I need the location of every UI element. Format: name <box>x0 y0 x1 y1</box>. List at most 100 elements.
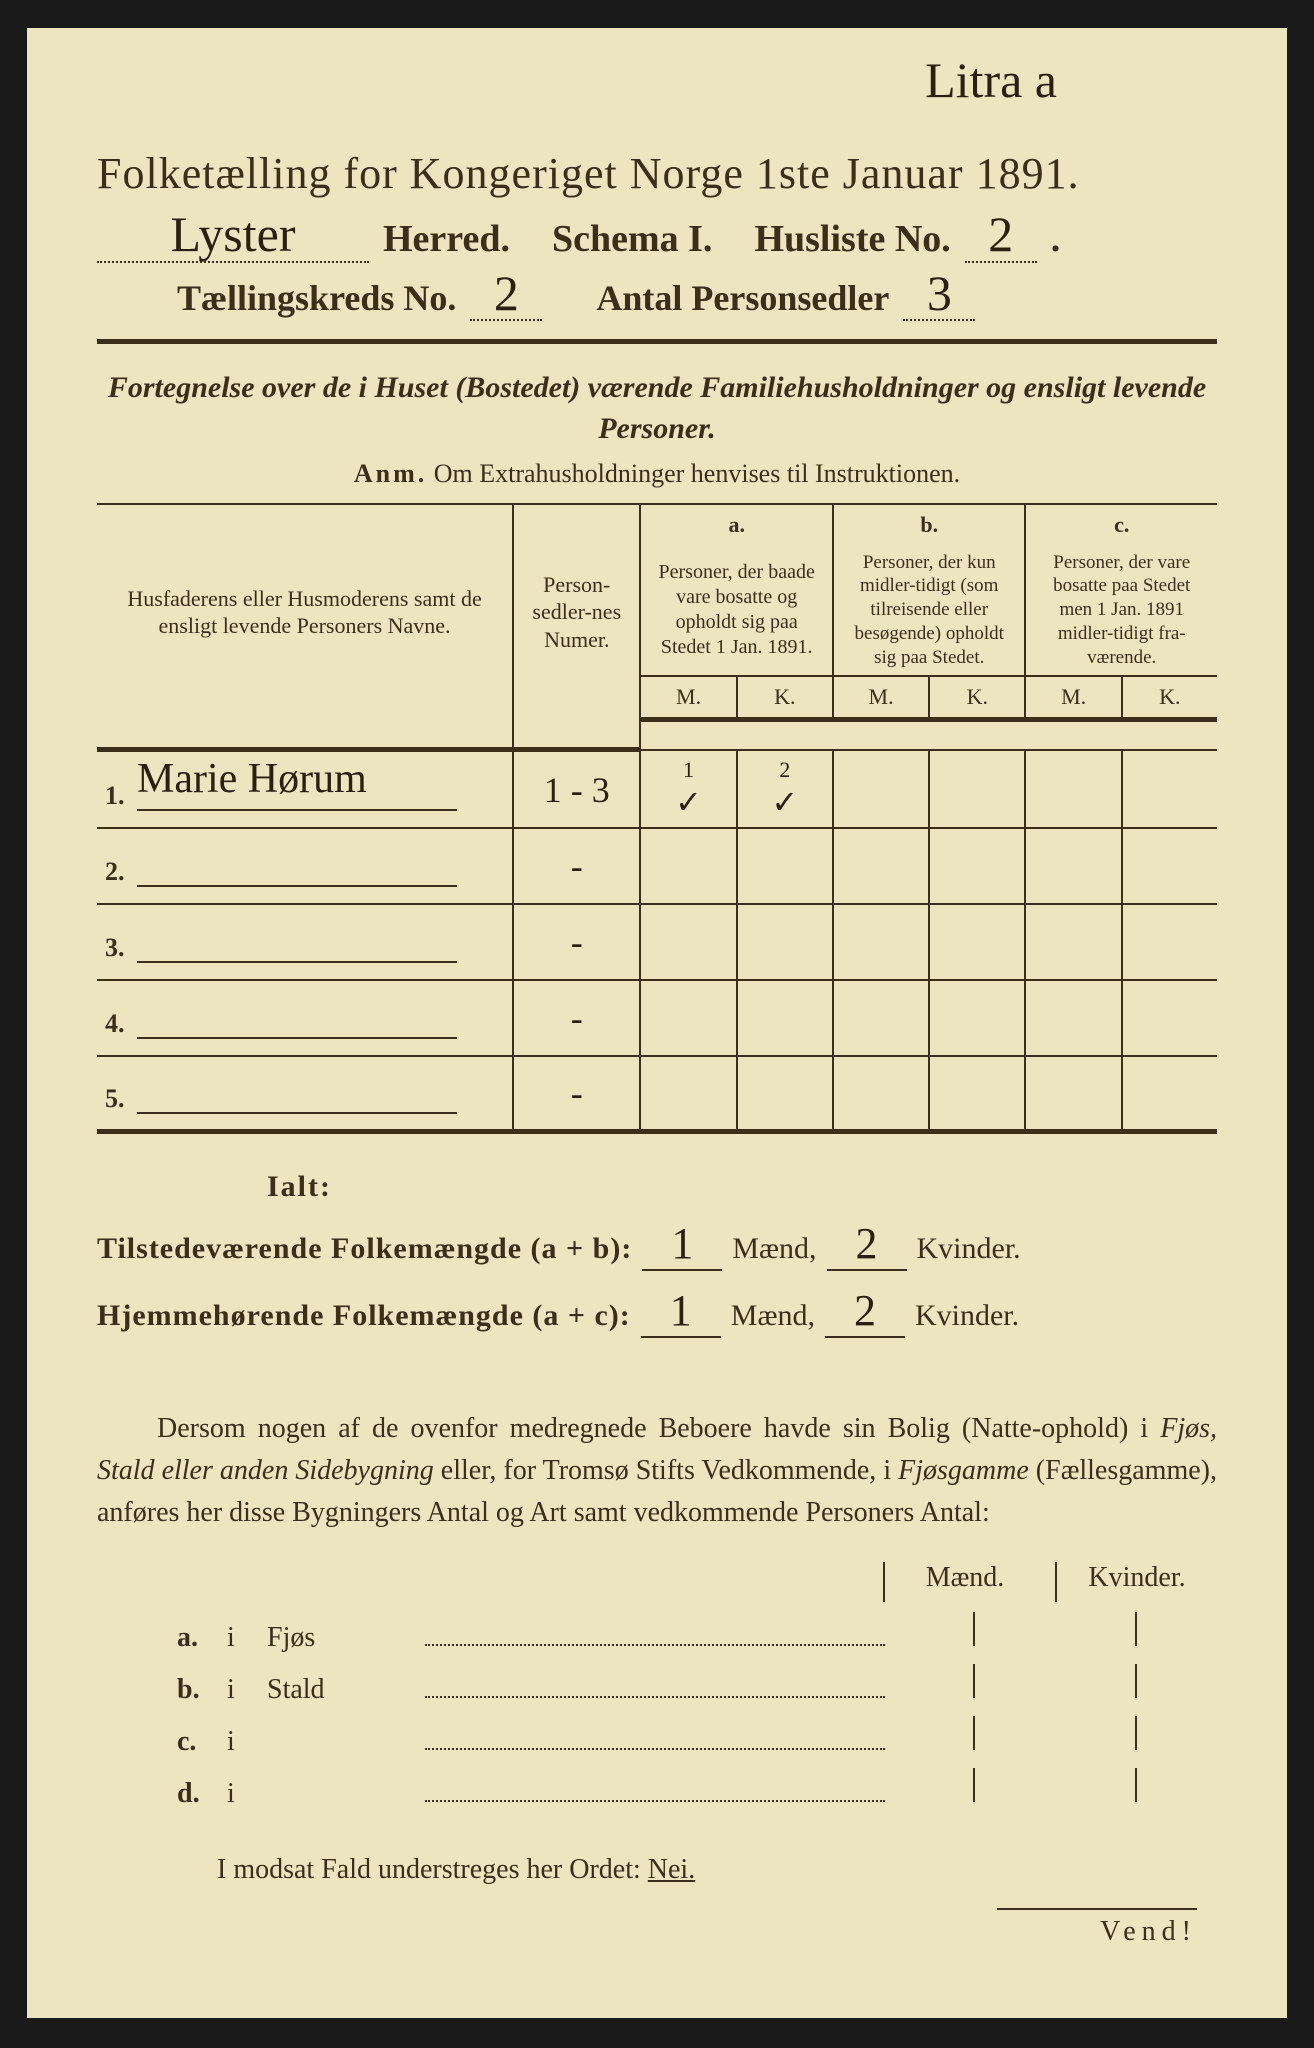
cell-name: 4. <box>97 980 513 1056</box>
cell-b-k <box>929 1056 1025 1132</box>
th-name: Husfaderens eller Husmoderens samt de en… <box>97 504 513 719</box>
dersom-paragraph: Dersom nogen af de ovenfor medregnede Be… <box>97 1408 1217 1534</box>
cell-c-k <box>1122 750 1217 828</box>
cell-a-k <box>737 904 833 980</box>
th-b-m: M. <box>833 676 929 719</box>
cell-b-m <box>833 750 929 828</box>
sum2-k: 2 <box>854 1286 876 1335</box>
herred-value: Lyster <box>171 206 296 262</box>
census-form-page: Litra a Folketælling for Kongeriget Norg… <box>27 28 1287 2018</box>
th-numer: Person-sedler-nes Numer. <box>513 504 640 719</box>
th-a-k: K. <box>737 676 833 719</box>
antal-value: 3 <box>927 265 952 321</box>
cell-c-k <box>1122 1056 1217 1132</box>
fortegnelse-heading: Fortegnelse over de i Huset (Bostedet) v… <box>97 368 1217 449</box>
kreds-field: 2 <box>470 277 542 321</box>
list-txt: Stald <box>267 1674 417 1706</box>
sum1-maend: Mænd, <box>732 1232 816 1266</box>
para-p1: Dersom nogen af de ovenfor medregnede Be… <box>157 1413 1160 1444</box>
th-a-hdr: a. <box>640 504 833 545</box>
anm-note: Anm. Om Extrahusholdninger henvises til … <box>97 459 1217 489</box>
dotted-line <box>425 1786 885 1802</box>
sum2-k-field: 2 <box>825 1285 905 1338</box>
table-row: 4.- <box>97 980 1217 1056</box>
cell-c-m <box>1025 1056 1121 1132</box>
th-b-k: K. <box>929 676 1025 719</box>
vline1 <box>973 1768 975 1802</box>
table-row: 2.- <box>97 828 1217 904</box>
sum1-kvinder: Kvinder. <box>917 1232 1021 1266</box>
table-row: 5.- <box>97 1056 1217 1132</box>
table-row: 3.- <box>97 904 1217 980</box>
para-p2: eller, for Tromsø Stifts Vedkommende, i <box>434 1455 898 1486</box>
list-txt: Fjøs <box>267 1622 417 1654</box>
vline1 <box>973 1716 975 1750</box>
cell-a-m <box>640 1056 736 1132</box>
th-c-txt: Personer, der vare bosatte paa Stedet me… <box>1025 545 1217 677</box>
cell-numer: 1 - 3 <box>513 750 640 828</box>
sum2-maend: Mænd, <box>731 1299 815 1333</box>
building-list: a.iFjøsb.iStaldc.id.i <box>97 1612 1217 1810</box>
th-b-hdr: b. <box>833 504 1026 545</box>
list-lbl: d. <box>177 1778 227 1810</box>
cell-c-k <box>1122 828 1217 904</box>
cell-c-k <box>1122 980 1217 1056</box>
cell-b-k <box>929 750 1025 828</box>
cell-a-k <box>737 1056 833 1132</box>
sum-line-2: Hjemmehørende Folkemængde (a + c): 1 Mæn… <box>97 1285 1217 1338</box>
cell-name: 2. <box>97 828 513 904</box>
herred-label: Herred. <box>383 217 510 261</box>
litra-annotation: Litra a <box>925 68 1057 93</box>
ialt-title: Ialt: <box>267 1170 1217 1204</box>
cell-b-m <box>833 980 929 1056</box>
cell-numer: - <box>513 828 640 904</box>
cell-c-m <box>1025 750 1121 828</box>
list-i: i <box>227 1674 267 1706</box>
cell-name: 3. <box>97 904 513 980</box>
cell-a-k <box>737 980 833 1056</box>
herred-field: Lyster <box>97 217 369 263</box>
nei-word: Nei. <box>648 1854 695 1885</box>
cell-a-m <box>640 980 736 1056</box>
kreds-value: 2 <box>494 265 519 321</box>
cell-numer: - <box>513 1056 640 1132</box>
list-i: i <box>227 1778 267 1810</box>
vline2 <box>1135 1716 1137 1750</box>
sum2-kvinder: Kvinder. <box>915 1299 1019 1333</box>
sum1-label: Tilstedeværende Folkemængde (a + b): <box>97 1232 632 1266</box>
sum1-k: 2 <box>856 1219 878 1268</box>
table-row: 1.Marie Hørum1 - 31✓2✓ <box>97 750 1217 828</box>
anm-text: Om Extrahusholdninger henvises til Instr… <box>434 459 960 488</box>
th-c-k: K. <box>1122 676 1217 719</box>
husliste-label: Husliste No. <box>754 217 950 261</box>
cell-a-m <box>640 828 736 904</box>
list-lbl: b. <box>177 1674 227 1706</box>
list-i: i <box>227 1726 267 1758</box>
schema-label: Schema I. <box>552 217 712 261</box>
dotted-line <box>425 1734 885 1750</box>
sum1-m: 1 <box>671 1219 693 1268</box>
list-i: i <box>227 1622 267 1654</box>
cell-b-m <box>833 1056 929 1132</box>
list-lbl: c. <box>177 1726 227 1758</box>
list-lbl: a. <box>177 1622 227 1654</box>
husliste-field: 2 <box>965 217 1037 263</box>
sum1-k-field: 2 <box>827 1218 907 1271</box>
mk-header: Mænd. Kvinder. <box>97 1562 1217 1602</box>
cell-numer: - <box>513 904 640 980</box>
vline2 <box>1135 1664 1137 1698</box>
dotted-line <box>425 1630 885 1646</box>
vline1 <box>973 1612 975 1646</box>
dotted-line <box>425 1682 885 1698</box>
cell-a-k: 2✓ <box>737 750 833 828</box>
cell-a-k <box>737 828 833 904</box>
th-b-txt: Personer, der kun midler-tidigt (som til… <box>833 545 1026 677</box>
table-body: 1.Marie Hørum1 - 31✓2✓2.-3.-4.-5.- <box>97 750 1217 1132</box>
cell-c-m <box>1025 904 1121 980</box>
th-a-m: M. <box>640 676 736 719</box>
mk-kvinder: Kvinder. <box>1055 1562 1217 1602</box>
header-line-3: Tællingskreds No. 2 Antal Personsedler 3 <box>177 277 1217 321</box>
vline2 <box>1135 1768 1137 1802</box>
cell-c-m <box>1025 980 1121 1056</box>
cell-b-k <box>929 828 1025 904</box>
